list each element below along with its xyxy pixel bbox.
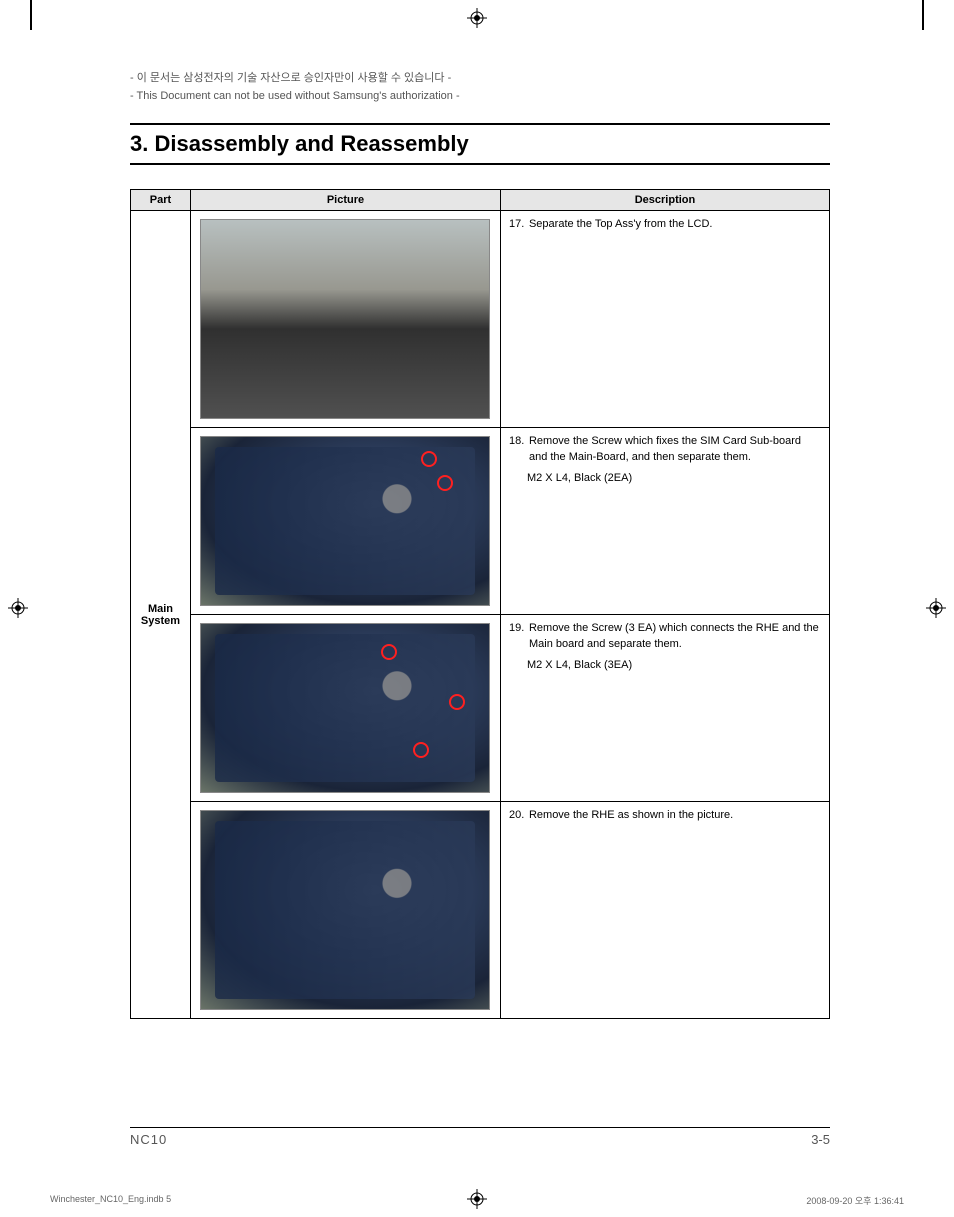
part-cell: MainSystem <box>131 211 191 1019</box>
registration-mark-icon <box>8 598 28 618</box>
description-text: 19.Remove the Screw (3 EA) which connect… <box>509 621 821 673</box>
header-part: Part <box>131 190 191 211</box>
description-cell: 18.Remove the Screw which fixes the SIM … <box>500 428 829 615</box>
header-picture: Picture <box>190 190 500 211</box>
registration-mark-icon <box>926 598 946 618</box>
screw-marker-icon <box>413 742 429 758</box>
step-image <box>200 219 490 419</box>
picture-cell <box>190 802 500 1019</box>
section-title: 3. Disassembly and Reassembly <box>130 123 830 165</box>
screw-marker-icon <box>381 644 397 660</box>
picture-cell <box>190 428 500 615</box>
description-cell: 20.Remove the RHE as shown in the pictur… <box>500 802 829 1019</box>
description-text: 17.Separate the Top Ass'y from the LCD. <box>509 217 821 232</box>
crop-mark <box>922 0 924 30</box>
registration-mark-icon <box>467 8 487 28</box>
description-text: 20.Remove the RHE as shown in the pictur… <box>509 808 821 823</box>
print-info: Winchester_NC10_Eng.indb 5 2008-09-20 오후… <box>50 1194 904 1207</box>
step-image <box>200 623 490 793</box>
description-cell: 19.Remove the Screw (3 EA) which connect… <box>500 615 829 802</box>
confidential-notice: - 이 문서는 삼성전자의 기술 자산으로 승인자만이 사용할 수 있습니다 -… <box>130 70 830 105</box>
picture-cell <box>190 211 500 428</box>
page-footer: NC10 3-5 <box>130 1127 830 1147</box>
footer-page: 3-5 <box>811 1132 830 1147</box>
screw-marker-icon <box>421 451 437 467</box>
step-image <box>200 810 490 1010</box>
confidential-english: - This Document can not be used without … <box>130 88 830 106</box>
print-file: Winchester_NC10_Eng.indb 5 <box>50 1194 171 1207</box>
footer-model: NC10 <box>130 1132 167 1147</box>
header-description: Description <box>500 190 829 211</box>
description-text: 18.Remove the Screw which fixes the SIM … <box>509 434 821 486</box>
page-content: - 이 문서는 삼성전자의 기술 자산으로 승인자만이 사용할 수 있습니다 -… <box>130 70 830 1019</box>
confidential-korean: - 이 문서는 삼성전자의 기술 자산으로 승인자만이 사용할 수 있습니다 - <box>130 70 830 88</box>
disassembly-table: Part Picture Description MainSystem 17.Se… <box>130 189 830 1019</box>
picture-cell <box>190 615 500 802</box>
screw-marker-icon <box>437 475 453 491</box>
print-timestamp: 2008-09-20 오후 1:36:41 <box>806 1194 904 1207</box>
description-cell: 17.Separate the Top Ass'y from the LCD. <box>500 211 829 428</box>
screw-marker-icon <box>449 694 465 710</box>
crop-mark <box>30 0 32 30</box>
step-image <box>200 436 490 606</box>
